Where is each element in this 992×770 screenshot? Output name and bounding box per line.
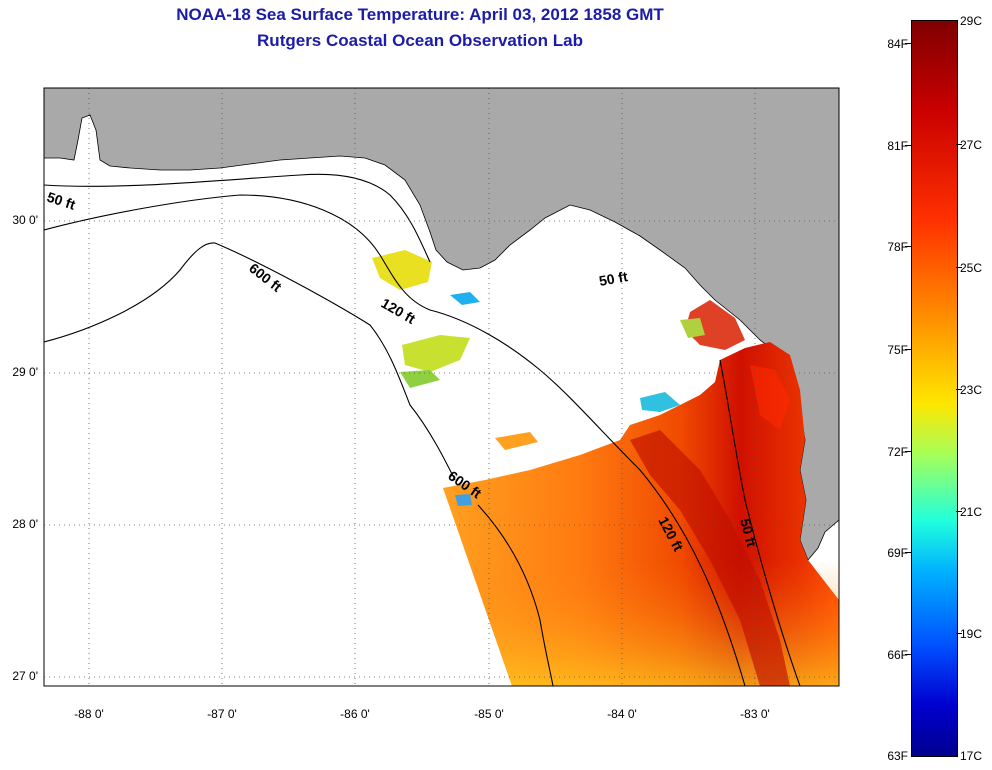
lat-label: 28 0' [12,517,38,531]
sst-patch-lime2 [680,318,705,338]
lat-label: 30 0' [12,213,38,227]
sst-patch-blue [450,292,480,305]
colorbar-c-label: 17C [960,749,983,763]
lat-label: 27 0' [12,669,38,683]
colorbar-tick [905,246,911,247]
colorbar-f-label: 63F [887,749,908,763]
contour-120ft [44,194,746,686]
colorbar-tick [905,552,911,553]
colorbar-f-label: 69F [887,546,908,560]
contour-50ft-east [719,359,801,686]
colorbar-tick [905,145,911,146]
colorbar-tick [956,144,962,145]
colorbar-tick [905,451,911,452]
colorbar-c-label: 29C [960,14,983,28]
colorbar-c-label: 27C [960,138,983,152]
colorbar-tick [905,654,911,655]
colorbar-tick [956,267,962,268]
map-frame [43,87,840,687]
sst-hot-band [630,430,790,686]
contour-50ft [44,173,431,263]
sst-hot-north [685,300,745,350]
lat-label: 29 0' [12,365,38,379]
sst-warm-patch [750,365,790,430]
lon-label: -88 0' [74,707,104,721]
colorbar-tick [905,349,911,350]
lon-label: -85 0' [474,707,504,721]
sst-patch-orange [495,432,538,450]
sst-patch-yellow [372,250,432,290]
map-title: NOAA-18 Sea Surface Temperature: April 0… [176,5,664,24]
sst-patch-green [400,370,440,388]
lon-label: -86 0' [340,707,370,721]
land-mass [44,88,839,561]
colorbar-f-label: 78F [887,240,908,254]
sst-patch-cyan [640,392,680,412]
lon-label: -84 0' [607,707,637,721]
colorbar-f-label: 75F [887,343,908,357]
sst-patch-blue2 [455,494,472,506]
colorbar-c-label: 21C [960,505,983,519]
colorbar-f-label: 81F [887,139,908,153]
colorbar-c-label: 23C [960,383,983,397]
contour-600ft-upper [44,242,456,481]
colorbar-tick [905,43,911,44]
temperature-colorbar [911,20,958,757]
sst-patch-lime [402,335,470,372]
colorbar-f-label: 84F [887,37,908,51]
colorbar-tick [956,389,962,390]
map-subtitle: Rutgers Coastal Ocean Observation Lab [257,31,583,50]
colorbar-f-label: 72F [887,445,908,459]
contour-600ft-lower [477,504,554,686]
lon-label: -83 0' [740,707,770,721]
lon-label: -87 0' [207,707,237,721]
colorbar-c-label: 19C [960,627,983,641]
colorbar-c-label: 25C [960,261,983,275]
colorbar-tick [956,633,962,634]
contour-label: 50 ft [598,268,629,289]
colorbar-tick [956,511,962,512]
colorbar-f-label: 66F [887,648,908,662]
